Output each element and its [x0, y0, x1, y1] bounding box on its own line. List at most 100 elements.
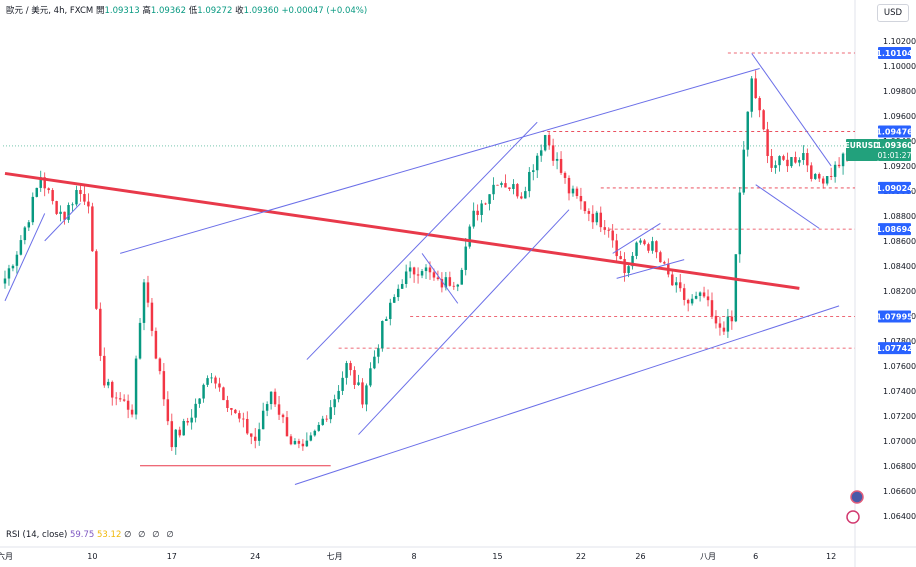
candle-body: [619, 256, 622, 260]
candle-body: [154, 330, 158, 359]
x-tick-label: 六月: [0, 551, 13, 561]
trendline: [4, 213, 46, 302]
candle-body: [651, 241, 654, 251]
event-flag-icon[interactable]: [850, 490, 864, 504]
trendline: [294, 305, 840, 485]
candle-body: [500, 183, 503, 185]
candle-body: [730, 316, 734, 322]
candle-body: [198, 398, 201, 404]
candle-body: [11, 265, 15, 269]
candle-body: [99, 308, 102, 356]
y-tick-label: 1.10000: [883, 62, 916, 71]
candle-body: [416, 274, 420, 276]
candle-body: [107, 381, 110, 386]
trendline: [421, 253, 459, 304]
candle-body: [758, 98, 761, 111]
candle-body: [631, 255, 634, 267]
candle-body: [512, 184, 515, 189]
candle-body: [309, 435, 313, 441]
candle-body: [301, 443, 305, 447]
candle-body: [675, 282, 678, 286]
candle-body: [456, 284, 460, 287]
candle-body: [246, 418, 249, 434]
candle-body: [285, 417, 289, 437]
candle-body: [508, 187, 511, 189]
trendline: [616, 259, 685, 279]
candle-body: [492, 184, 495, 195]
candle-body: [103, 355, 106, 386]
y-tick-label: 1.07000: [883, 437, 916, 446]
candle-body: [142, 282, 146, 323]
candle-body: [377, 348, 380, 357]
x-tick-label: 6: [753, 552, 758, 561]
candle-body: [774, 165, 777, 168]
last-price-label: 1.09360: [876, 141, 913, 150]
candle-body: [814, 174, 817, 179]
candle-body: [162, 371, 166, 400]
x-tick-label: 10: [87, 552, 97, 561]
candle-body: [273, 391, 277, 405]
candle-body: [150, 302, 154, 331]
candle-body: [281, 414, 285, 418]
candle-body: [468, 226, 471, 247]
candle-body: [289, 436, 293, 445]
trendline: [120, 67, 760, 254]
candle-body: [353, 370, 356, 385]
y-tick-label: 1.06600: [883, 487, 916, 496]
candle-body: [393, 297, 396, 303]
candle-body: [63, 211, 66, 220]
candle-body: [639, 240, 642, 243]
candle-body: [329, 407, 332, 420]
close-label: 收: [235, 6, 244, 16]
candle-body: [122, 399, 126, 401]
candle-body: [825, 176, 829, 184]
symbol-title: 歐元 / 美元, 4h, FXCM: [6, 6, 94, 16]
high-value: 1.09362: [150, 6, 186, 16]
open-label: 開: [95, 6, 105, 16]
candle-body: [126, 400, 130, 410]
candle-body: [607, 229, 610, 231]
candle-body: [623, 259, 626, 274]
candle-body: [539, 150, 543, 156]
candle-body: [726, 316, 730, 332]
candle-body: [230, 408, 233, 410]
candle-body: [186, 420, 189, 423]
candle-body: [440, 279, 444, 288]
candle-body: [67, 204, 70, 220]
level-price-tag: [878, 342, 911, 355]
candle-body: [722, 327, 726, 332]
candle-body: [532, 170, 535, 172]
chart-header: 歐元 / 美元, 4h, FXCM 開1.09313 高1.09362 低1.0…: [6, 4, 367, 16]
candle-body: [317, 424, 321, 431]
candle-body: [257, 429, 261, 441]
candle-body: [436, 277, 440, 280]
candle-body: [770, 155, 773, 168]
candle-body: [778, 156, 781, 166]
candle-body: [59, 211, 62, 214]
candle-body: [742, 149, 746, 193]
x-tick-label: 七月: [327, 552, 343, 561]
candle-body: [833, 164, 837, 177]
candle-body: [806, 153, 809, 166]
y-tick-label: 1.09200: [883, 162, 916, 171]
y-tick-label: 1.08800: [883, 212, 916, 221]
trendline: [4, 171, 800, 290]
candle-body: [138, 322, 142, 359]
candle-body: [841, 153, 845, 167]
candle-body: [277, 404, 281, 415]
candle-body: [444, 277, 448, 288]
candle-body: [95, 251, 98, 309]
currency-button[interactable]: USD: [877, 4, 909, 22]
candle-body: [325, 418, 328, 420]
level-price-label: 1.07995: [876, 312, 913, 321]
trendline: [612, 222, 661, 254]
candle-body: [385, 319, 388, 321]
y-tick-label: 1.06400: [883, 512, 916, 521]
candle-body: [528, 171, 531, 192]
candle-body: [655, 241, 658, 253]
candle-body: [261, 410, 265, 430]
candle-body: [190, 417, 193, 423]
calendar-event-icon[interactable]: [846, 510, 860, 524]
candle-body: [579, 195, 583, 202]
